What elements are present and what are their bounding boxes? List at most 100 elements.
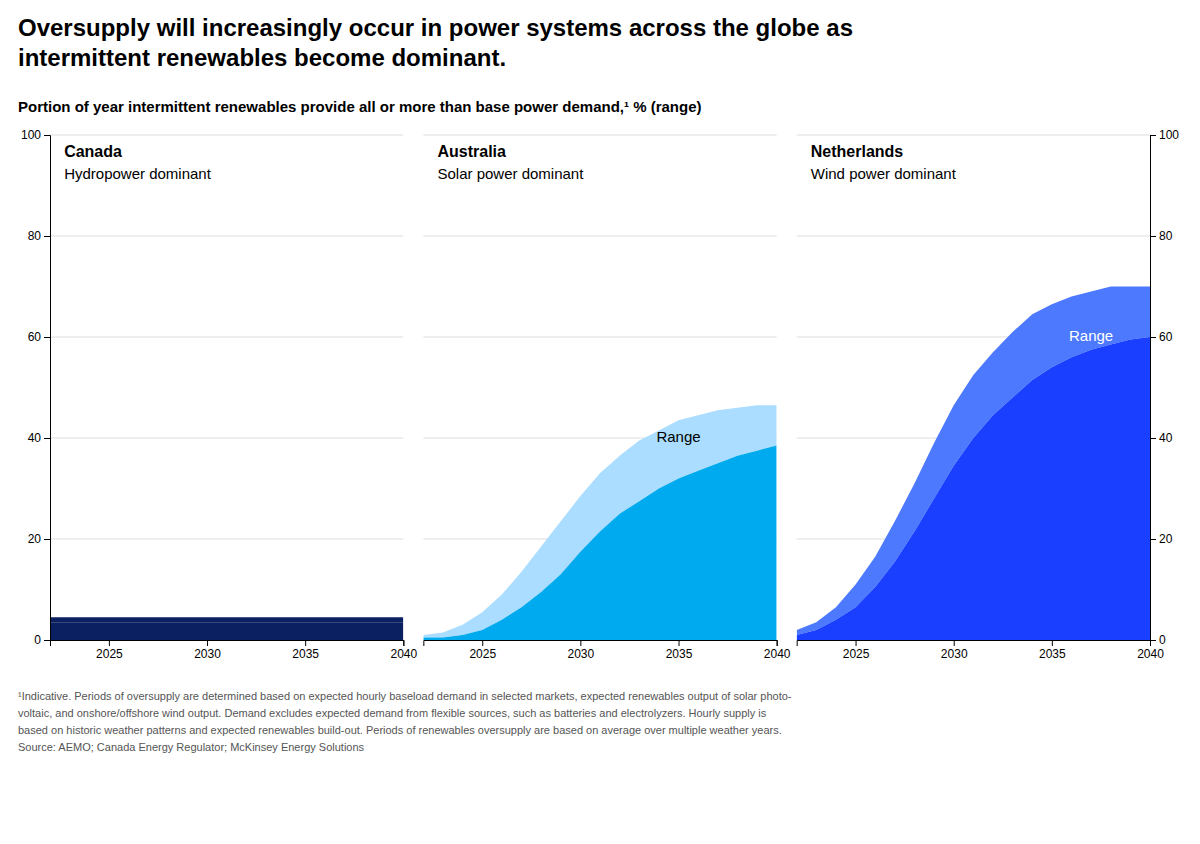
- y-tick-label: 0: [1159, 633, 1166, 647]
- grid-line: [797, 135, 1150, 136]
- y-tick-label: 60: [28, 330, 42, 344]
- grid: [423, 135, 776, 640]
- x-tick: 2030: [568, 640, 595, 661]
- x-tick-label: 2040: [390, 647, 417, 661]
- grid-line: [50, 438, 403, 439]
- y-tick-label: 80: [28, 229, 42, 243]
- x-tick: 2035: [292, 640, 319, 661]
- grid: [50, 135, 403, 640]
- y-tick-label: 20: [28, 532, 42, 546]
- x-tick-label: 2025: [843, 647, 870, 661]
- x-tick-mark: [1052, 640, 1053, 646]
- x-axis-line: [51, 641, 404, 647]
- x-tick-mark: [954, 640, 955, 646]
- x-tick-label: 2035: [666, 647, 693, 661]
- panel-subtitle: Hydropower dominant: [64, 165, 212, 182]
- y-tick-label: 60: [1159, 330, 1173, 344]
- y-tick: 0: [34, 633, 50, 647]
- x-tick: 2040: [764, 640, 791, 661]
- y-tick-mark: [1150, 539, 1156, 540]
- subtitle: Portion of year intermittent renewables …: [18, 98, 701, 115]
- x-tick: 2040: [390, 640, 417, 661]
- y-tick-mark: [1150, 337, 1156, 338]
- y-tick-mark: [44, 640, 50, 641]
- footnote-line: based on historic weather patterns and e…: [18, 724, 782, 736]
- y-tick-label: 40: [28, 431, 42, 445]
- y-axis-line: [44, 136, 51, 641]
- title: Oversupply will increasingly occur in po…: [18, 14, 853, 71]
- y-tick-mark: [44, 539, 50, 540]
- grid-line: [50, 337, 403, 338]
- x-tick-mark: [777, 640, 778, 646]
- panel-subtitle: Solar power dominant: [437, 165, 584, 182]
- y-tick-label: 40: [1159, 431, 1173, 445]
- y-tick-label: 20: [1159, 532, 1173, 546]
- x-tick-label: 2030: [941, 647, 968, 661]
- grid-line: [423, 236, 776, 237]
- x-tick-label: 2025: [96, 647, 123, 661]
- x-tick-mark: [482, 640, 483, 646]
- grid: [797, 135, 1150, 640]
- base-area: [423, 446, 776, 640]
- x-axis: 2025 2030 2035 2040: [424, 640, 791, 661]
- y-tick-mark: [44, 135, 50, 136]
- x-tick: 2025: [843, 640, 870, 661]
- x-tick: 2025: [96, 640, 123, 661]
- y-axis-line: [1151, 136, 1157, 641]
- x-tick-mark: [403, 640, 404, 646]
- title-line: intermittent renewables become dominant.: [18, 44, 506, 71]
- annotation: Range: [1069, 327, 1113, 344]
- panel-title: Canada: [64, 143, 122, 160]
- x-tick: 2030: [941, 640, 968, 661]
- annotation: Range: [656, 428, 700, 445]
- x-tick-mark: [856, 640, 857, 646]
- grid-line: [50, 135, 403, 136]
- y-tick-mark: [1150, 236, 1156, 237]
- x-tick-mark: [679, 640, 680, 646]
- y-tick-mark: [44, 236, 50, 237]
- y-tick: 60: [28, 330, 50, 344]
- footnote: ¹Indicative. Periods of oversupply are d…: [18, 690, 792, 753]
- range-area: [50, 617, 403, 622]
- footnote-line: voltaic, and onshore/offshore wind outpu…: [18, 707, 767, 719]
- grid-line: [797, 236, 1150, 237]
- x-tick-mark: [207, 640, 208, 646]
- plot-area: [423, 405, 776, 640]
- panel-title: Netherlands: [811, 143, 904, 160]
- y-tick: 0: [1150, 633, 1166, 647]
- y-tick: 20: [28, 532, 50, 546]
- y-tick-mark: [1150, 438, 1156, 439]
- y-tick-label: 0: [34, 633, 41, 647]
- footnote-line: Source: AEMO; Canada Energy Regulator; M…: [18, 741, 365, 753]
- grid-line: [423, 337, 776, 338]
- x-tick: 2025: [469, 640, 496, 661]
- grid-line: [423, 135, 776, 136]
- y-tick-label: 100: [1159, 128, 1179, 142]
- y-tick: 40: [1150, 431, 1173, 445]
- panel: 2025203020352040020406080100NetherlandsW…: [797, 128, 1180, 660]
- grid-line: [50, 236, 403, 237]
- x-axis-line: [797, 641, 1150, 647]
- y-tick-mark: [1150, 640, 1156, 641]
- panel-subtitle: Wind power dominant: [811, 165, 957, 182]
- x-tick-mark: [305, 640, 306, 646]
- y-tick-mark: [44, 438, 50, 439]
- y-tick: 20: [1150, 532, 1173, 546]
- y-axis: 0 20 40 60 80 100: [21, 128, 51, 647]
- y-tick: 40: [28, 431, 50, 445]
- x-tick: 2035: [666, 640, 693, 661]
- y-tick-label: 80: [1159, 229, 1173, 243]
- x-tick-label: 2030: [568, 647, 595, 661]
- x-tick: 2035: [1039, 640, 1066, 661]
- y-tick-mark: [1150, 135, 1156, 136]
- x-tick-label: 2040: [1137, 647, 1164, 661]
- y-tick: 100: [1150, 128, 1179, 142]
- plot-area: [797, 287, 1150, 641]
- panel: 2025203020352040020406080100CanadaHydrop…: [21, 128, 418, 660]
- x-axis-line: [424, 641, 777, 647]
- y-tick: 80: [1150, 229, 1173, 243]
- x-tick-label: 2025: [469, 647, 496, 661]
- y-tick: 100: [21, 128, 50, 142]
- y-tick: 60: [1150, 330, 1173, 344]
- panel: 2025203020352040AustraliaSolar power dom…: [423, 135, 791, 661]
